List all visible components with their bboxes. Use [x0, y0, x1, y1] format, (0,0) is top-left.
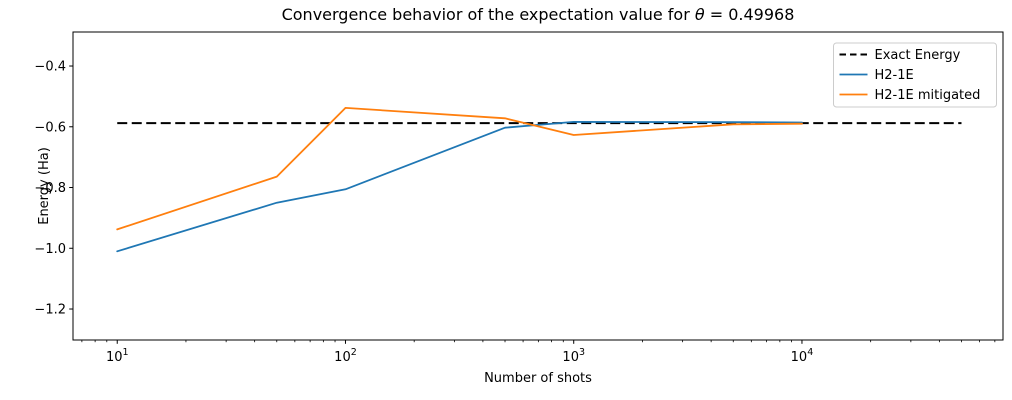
x-tick-label: 104 — [791, 347, 814, 365]
legend-label: H2-1E — [875, 68, 914, 83]
chart-title-suffix: = 0.49968 — [704, 5, 795, 24]
y-axis-label: Energy (Ha) — [37, 147, 52, 225]
legend-label: Exact Energy — [875, 48, 961, 63]
legend-box — [833, 42, 997, 108]
series-line-h2-1e-mitigated — [116, 107, 803, 231]
y-tick-label: −1.0 — [34, 242, 66, 257]
theta-symbol: θ — [694, 5, 705, 24]
y-tick-label: −0.4 — [34, 60, 66, 75]
chart-title: Convergence behavior of the expectation … — [73, 4, 1003, 26]
x-tick-label: 103 — [562, 347, 585, 365]
x-tick-label: 101 — [106, 347, 129, 365]
y-tick-label: −0.6 — [34, 120, 66, 135]
legend-label: H2-1E mitigated — [875, 88, 981, 103]
y-tick-label: −1.2 — [34, 303, 66, 318]
y-tick-label: −0.8 — [34, 181, 66, 196]
chart-title-prefix: Convergence behavior of the expectation … — [281, 5, 695, 24]
x-axis-label: Number of shots — [484, 371, 592, 386]
x-tick-label: 102 — [334, 347, 357, 365]
series-line-h2-1e — [116, 121, 803, 253]
